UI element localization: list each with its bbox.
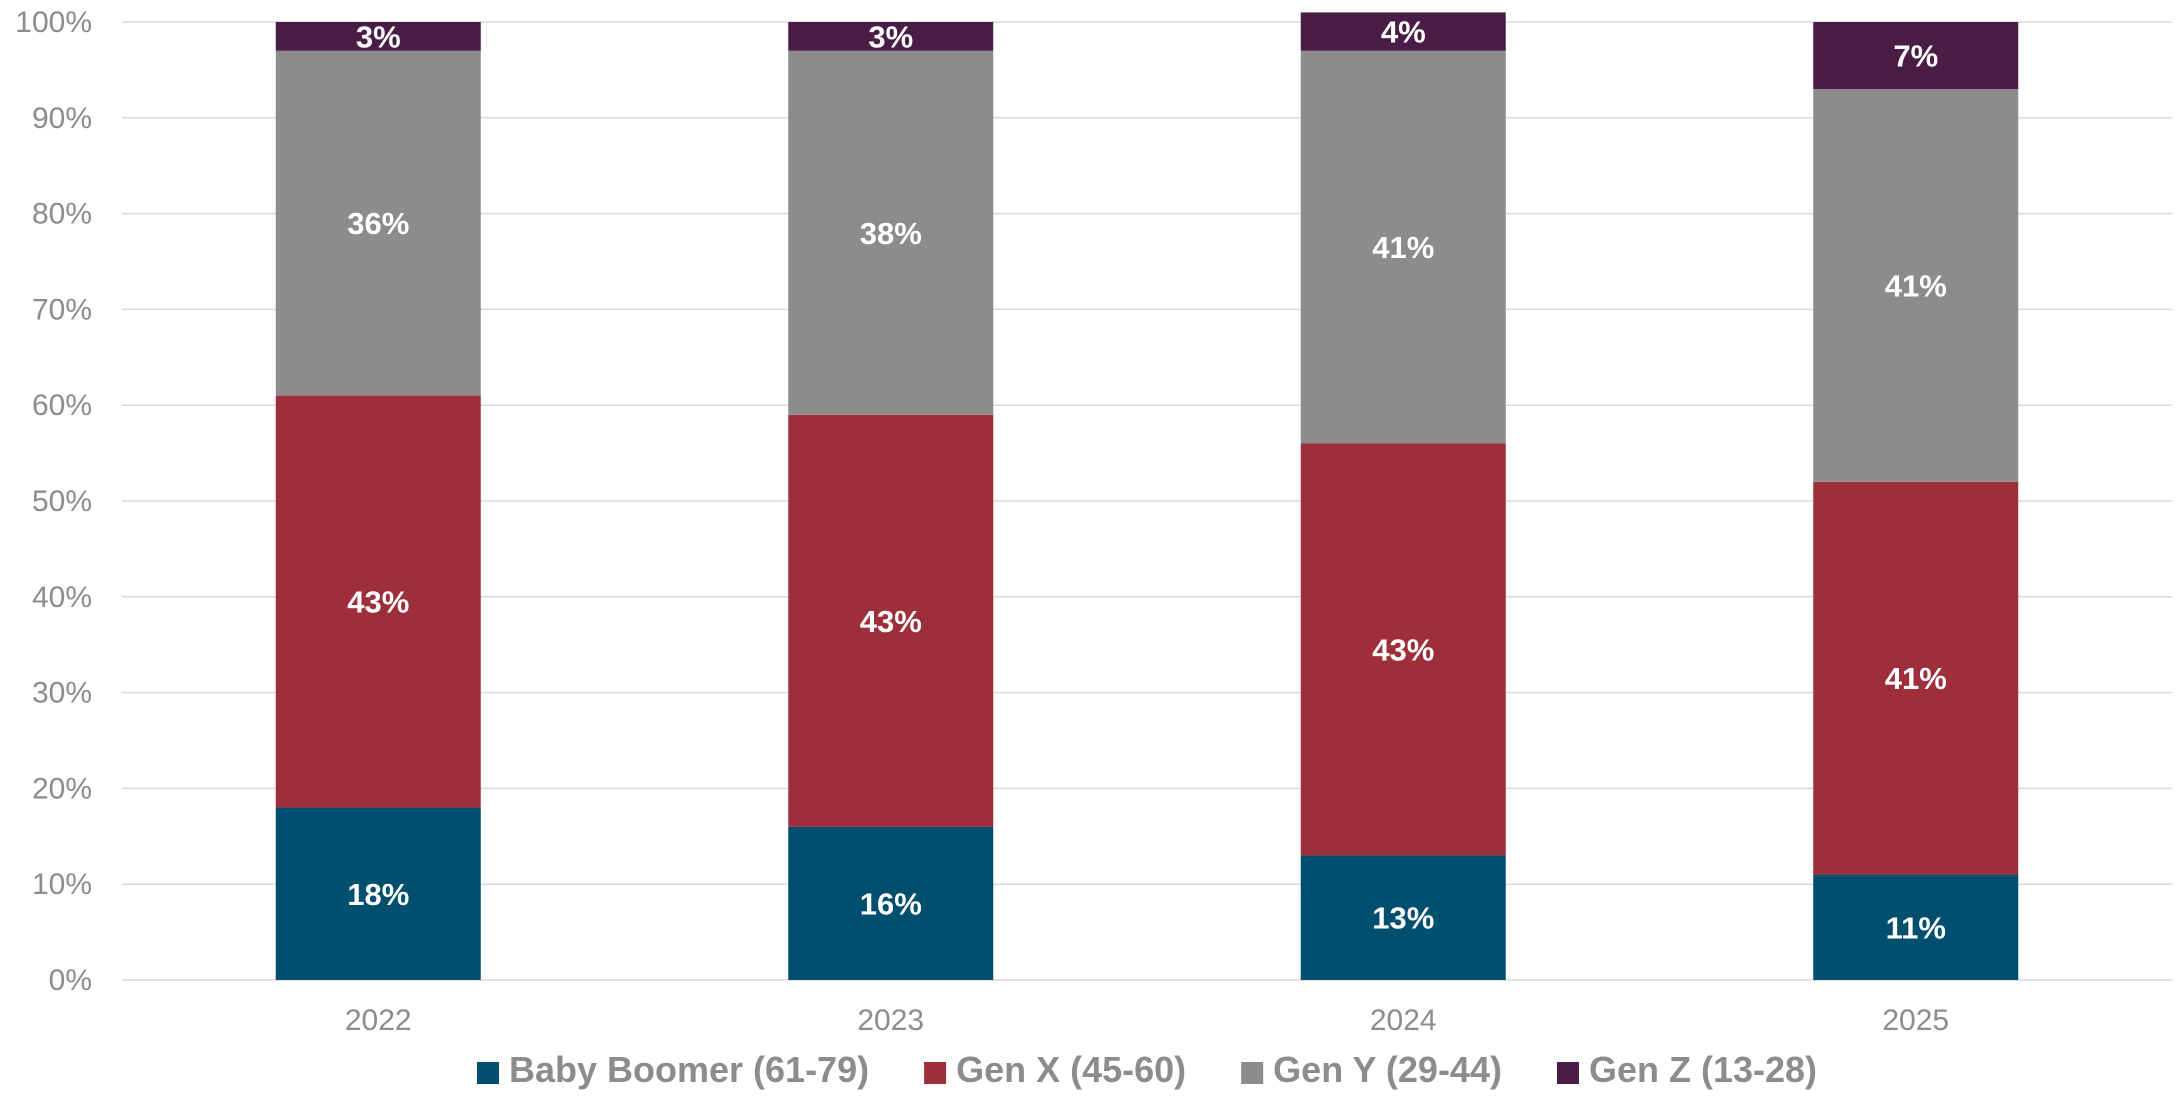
x-tick-label: 2025 bbox=[1882, 1004, 1949, 1037]
bars: 18% 43% 36% 3% 16% 43% 38% 3% 13% 43% 41% 4% 11% 41% 4… bbox=[275, 12, 2019, 980]
x-tick-label: 2022 bbox=[345, 1004, 412, 1037]
bar-stack-2022: 18% 43% 36% 3% bbox=[275, 19, 481, 980]
legend-label: Gen Y (29-44) bbox=[1273, 1049, 1502, 1090]
legend-swatch bbox=[476, 1062, 499, 1084]
legend-swatch bbox=[924, 1062, 947, 1084]
legend-item: Gen Y (29-44) bbox=[1241, 1049, 1502, 1090]
data-label: 13% bbox=[1372, 901, 1434, 936]
data-label: 4% bbox=[1381, 15, 1426, 50]
bar-segment bbox=[788, 414, 994, 827]
bar-segment bbox=[788, 22, 994, 51]
bar-segment bbox=[275, 22, 481, 51]
data-label: 41% bbox=[1372, 230, 1434, 265]
x-axis-tick-labels: 2022 2023 2024 2025 bbox=[345, 1004, 1949, 1037]
data-label: 36% bbox=[347, 206, 409, 241]
data-label: 3% bbox=[356, 19, 401, 54]
bar-segment bbox=[1813, 89, 2019, 482]
bar-stack-2024: 13% 43% 41% 4% bbox=[1300, 12, 1506, 980]
data-label: 7% bbox=[1893, 39, 1938, 74]
legend: Baby Boomer (61-79) Gen X (45-60) Gen Y (2… bbox=[476, 1049, 1817, 1090]
bar-segment bbox=[1300, 443, 1506, 856]
data-label: 43% bbox=[860, 604, 922, 639]
y-tick-label: 80% bbox=[32, 198, 92, 231]
bar-segment bbox=[1813, 481, 2019, 875]
data-label: 18% bbox=[347, 877, 409, 912]
bar-segment bbox=[275, 807, 481, 980]
y-tick-label: 90% bbox=[32, 102, 92, 135]
y-tick-label: 100% bbox=[15, 6, 92, 39]
bar-stack-2025: 11% 41% 41% 7% bbox=[1813, 22, 2019, 980]
data-label: 11% bbox=[1886, 910, 1946, 945]
x-tick-label: 2023 bbox=[857, 1004, 924, 1037]
legend-label: Gen Z (13-28) bbox=[1589, 1049, 1817, 1090]
y-tick-label: 60% bbox=[32, 389, 92, 422]
bar-segment bbox=[788, 50, 994, 415]
data-label: 41% bbox=[1885, 268, 1947, 303]
y-tick-label: 50% bbox=[32, 485, 92, 518]
bar-segment bbox=[1300, 855, 1506, 980]
y-tick-label: 40% bbox=[32, 581, 92, 614]
data-label: 43% bbox=[1372, 632, 1434, 667]
legend-item: Gen X (45-60) bbox=[924, 1049, 1186, 1090]
y-tick-label: 70% bbox=[32, 293, 92, 326]
bar-segment bbox=[1813, 22, 2019, 90]
y-tick-label: 10% bbox=[32, 868, 92, 901]
data-label: 41% bbox=[1885, 661, 1947, 696]
legend-label: Gen X (45-60) bbox=[956, 1049, 1186, 1090]
data-label: 43% bbox=[347, 585, 409, 620]
data-label: 3% bbox=[868, 19, 913, 54]
bar-segment bbox=[1813, 874, 2019, 980]
bar-stack-2023: 16% 43% 38% 3% bbox=[788, 19, 994, 980]
bar-segment bbox=[275, 50, 481, 396]
data-label: 16% bbox=[860, 886, 922, 921]
legend-item: Gen Z (13-28) bbox=[1556, 1049, 1817, 1090]
y-axis-tick-labels: 0% 10% 20% 30% 40% 50% 60% 70% 80% 90% 100% bbox=[15, 6, 92, 997]
y-tick-label: 30% bbox=[32, 677, 92, 710]
x-tick-label: 2024 bbox=[1370, 1004, 1437, 1037]
legend-swatch bbox=[1241, 1062, 1264, 1084]
legend-swatch bbox=[1556, 1062, 1579, 1084]
data-label: 38% bbox=[860, 216, 922, 251]
y-tick-label: 0% bbox=[49, 964, 92, 997]
legend-label: Baby Boomer (61-79) bbox=[509, 1049, 869, 1090]
y-tick-label: 20% bbox=[32, 772, 92, 805]
legend-item: Baby Boomer (61-79) bbox=[476, 1049, 869, 1090]
bar-segment bbox=[788, 826, 994, 980]
bar-segment bbox=[1300, 12, 1506, 51]
bar-segment bbox=[275, 395, 481, 808]
bar-segment bbox=[1300, 50, 1506, 444]
